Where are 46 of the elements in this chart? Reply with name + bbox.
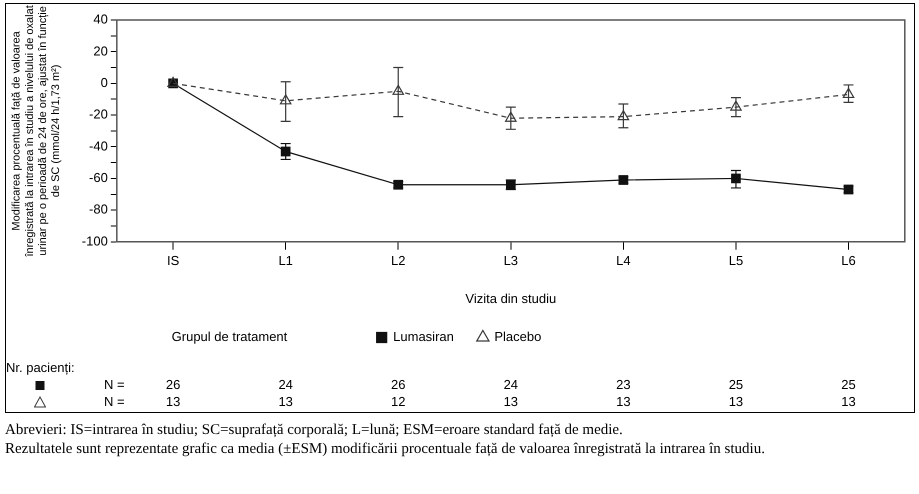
text: 13 <box>728 394 744 409</box>
point <box>505 112 517 122</box>
text: 25 <box>728 377 744 392</box>
x-tick-label: L4 <box>616 253 631 268</box>
y-tick-label: -40 <box>89 138 108 154</box>
text: 25 <box>841 377 856 392</box>
legend-label: Placebo <box>494 329 542 344</box>
x-axis-title: Vizita din studiu <box>465 290 556 306</box>
y-tick-label: -20 <box>89 106 108 122</box>
y-tick-label: -100 <box>82 233 108 248</box>
text: 23 <box>616 377 631 392</box>
text: 26 <box>391 377 406 392</box>
point <box>280 94 292 104</box>
text: 13 <box>504 394 518 409</box>
point <box>730 100 742 111</box>
point <box>618 110 630 120</box>
text: 13 <box>841 394 856 409</box>
y-tick-label: 40 <box>93 12 108 27</box>
text: 13 <box>166 394 180 409</box>
y-tick-label: -60 <box>89 170 108 186</box>
text: N = <box>104 394 125 409</box>
text: Nr. pacienți: <box>6 360 75 375</box>
point <box>392 84 404 95</box>
y-axis-title: Modificarea procentuală față de valoarea înregistrată la intrarea în studiu a nivelului de oxalat urinar pe o perioadă de 24 de ore, ajustat în funcție de SC (mmol/24 h/1,73 m²) <box>10 5 62 258</box>
x-tick-label: L1 <box>278 253 293 268</box>
legend-label: Lumasiran <box>393 329 454 344</box>
y-tick-label: 0 <box>100 74 108 90</box>
text: 13 <box>616 394 631 409</box>
x-tick-label: L3 <box>504 253 518 268</box>
point <box>842 88 854 98</box>
text: N = <box>104 377 125 392</box>
legend-title: Grupul de tratament <box>172 329 288 344</box>
x-tick-label: L5 <box>728 253 744 268</box>
y-tick-label: -80 <box>89 202 108 217</box>
text: 24 <box>278 377 293 392</box>
x-tick-label: L6 <box>841 253 856 268</box>
text: 12 <box>391 394 406 409</box>
text: Abrevieri: IS=intrarea în studiu; SC=suprafață corporală; L=lună; ESM=eroare standard față de medie. <box>5 421 624 440</box>
x-tick-label: L2 <box>391 253 406 268</box>
y-tick-label: 20 <box>93 43 108 58</box>
text: Rezultatele sunt reprezentate grafic ca media (±ESM) modificării procentuale față de valoarea înregistrată la intrarea în studiu. <box>5 440 766 459</box>
text: 24 <box>504 377 518 392</box>
point <box>731 174 741 184</box>
x-tick-label: IS <box>166 253 180 268</box>
text: 13 <box>278 394 293 409</box>
text: 26 <box>166 377 180 392</box>
